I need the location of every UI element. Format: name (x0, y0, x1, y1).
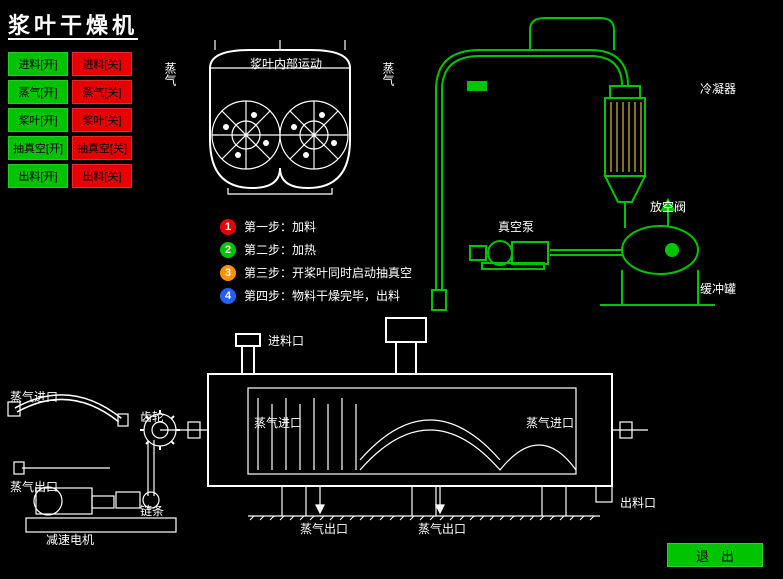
steam-label-right: 蒸气 (380, 62, 397, 86)
condenser-label: 冷凝器 (700, 80, 736, 97)
motor-label: 减速电机 (46, 531, 94, 548)
step-1-text: 第一步：加料 (244, 218, 316, 235)
steam-out-bottom-2-label: 蒸气出口 (418, 520, 466, 537)
step-4: 4 第四步：物料干燥完毕，出料 (220, 287, 412, 304)
chain-label: 链条 (140, 502, 164, 519)
gear-label: 齿轮 (140, 408, 164, 425)
steam-open-button[interactable]: 蒸气[开] (8, 80, 68, 104)
title-underline (8, 38, 138, 40)
page-title: 浆叶干燥机 (8, 8, 138, 40)
cross-section-title: 浆叶内部运动 (250, 55, 322, 72)
step-4-badge: 4 (220, 288, 236, 304)
steam-in-inner-right-label: 蒸气进口 (526, 414, 574, 431)
step-3-text: 第三步：开桨叶同时启动抽真空 (244, 264, 412, 281)
step-3: 3 第三步：开桨叶同时启动抽真空 (220, 264, 412, 281)
step-4-text: 第四步：物料干燥完毕，出料 (244, 287, 400, 304)
release-valve-label: 放空阀 (650, 198, 686, 215)
step-1-badge: 1 (220, 219, 236, 235)
step-list: 1 第一步：加料 2 第二步：加热 3 第三步：开桨叶同时启动抽真空 4 第四步… (220, 218, 412, 310)
feed-close-button[interactable]: 进料[关] (72, 52, 132, 76)
steam-out-left-label: 蒸气出口 (10, 478, 58, 495)
vacuum-pump-label: 真空泵 (498, 218, 534, 235)
discharge-label: 出料口 (620, 494, 656, 511)
step-2-text: 第二步：加热 (244, 241, 316, 258)
vacuum-close-button[interactable]: 抽真空[关] (72, 136, 132, 160)
steam-close-button[interactable]: 蒸气[关] (72, 80, 132, 104)
exit-button[interactable]: 退出 (667, 543, 763, 567)
steam-in-inner-left-label: 蒸气进口 (254, 414, 302, 431)
steam-in-left-label: 蒸气进口 (10, 388, 58, 405)
feed-inlet-label: 进料口 (268, 332, 304, 349)
paddle-close-button[interactable]: 桨叶[关] (72, 108, 132, 132)
vacuum-system (400, 10, 770, 320)
step-3-badge: 3 (220, 265, 236, 281)
dryer-side-view (0, 310, 700, 570)
step-2-badge: 2 (220, 242, 236, 258)
vacuum-open-button[interactable]: 抽真空[开] (8, 136, 68, 160)
buffer-tank-label: 缓冲罐 (700, 280, 736, 297)
step-1: 1 第一步：加料 (220, 218, 412, 235)
control-buttons: 进料[开] 进料[关] 蒸气[开] 蒸气[关] 桨叶[开] 桨叶[关] 抽真空[… (8, 52, 132, 188)
paddle-open-button[interactable]: 桨叶[开] (8, 108, 68, 132)
discharge-open-button[interactable]: 出料[开] (8, 164, 68, 188)
steam-label-left: 蒸气 (162, 62, 179, 86)
step-2: 2 第二步：加热 (220, 241, 412, 258)
steam-out-bottom-1-label: 蒸气出口 (300, 520, 348, 537)
discharge-close-button[interactable]: 出料[关] (72, 164, 132, 188)
feed-open-button[interactable]: 进料[开] (8, 52, 68, 76)
